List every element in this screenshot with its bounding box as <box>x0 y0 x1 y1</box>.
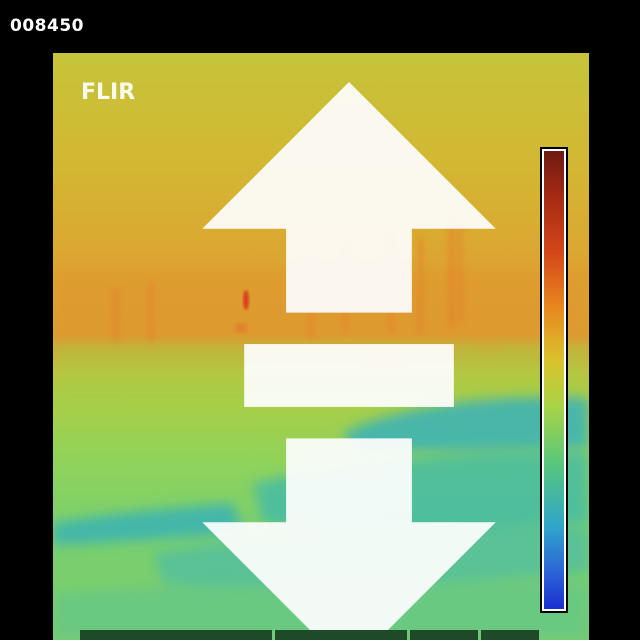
flir-logo-text: FLIR <box>81 80 136 105</box>
status-segment <box>410 630 478 640</box>
flir-logo-icon <box>202 82 496 640</box>
status-segment <box>275 630 407 640</box>
status-segment <box>80 630 272 640</box>
status-segment <box>481 630 539 640</box>
frame-counter: 008450 <box>10 16 84 36</box>
bottom-status-strip <box>80 630 540 640</box>
flir-logo: FLIR <box>81 80 496 640</box>
temperature-colorbar <box>540 147 568 613</box>
thermal-image: FLIR <box>53 53 589 640</box>
